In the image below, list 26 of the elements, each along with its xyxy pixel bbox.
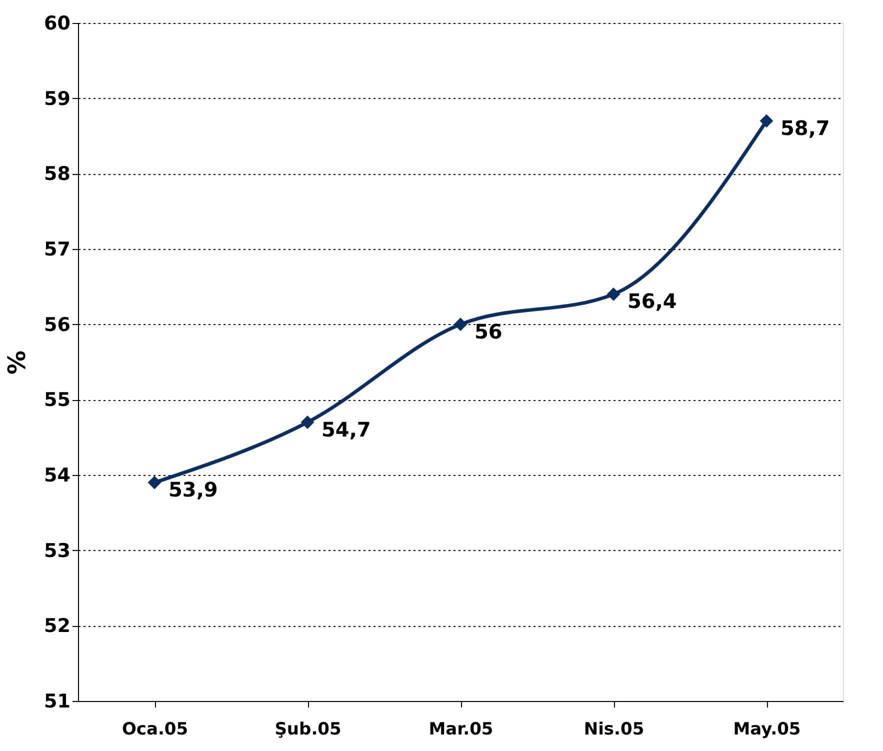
point: [760, 114, 774, 128]
x-tick-label: May.05: [733, 720, 801, 740]
data-label: 56: [474, 319, 502, 344]
y-tick-label: 56: [44, 314, 70, 336]
y-tick-label: 57: [44, 238, 70, 260]
x-tick-label: Mar.05: [428, 720, 494, 740]
y-tick-label: 60: [44, 12, 70, 34]
data-label: 56,4: [628, 289, 677, 314]
point: [454, 318, 468, 332]
point: [606, 287, 620, 301]
y-tick-label: 51: [44, 690, 70, 712]
y-tick-label: 55: [44, 389, 70, 412]
point: [148, 476, 162, 490]
data-label: 58,7: [780, 116, 830, 140]
data-label: 54,7: [322, 417, 371, 442]
data-label: 53,9: [168, 478, 218, 502]
y-tick-label: 52: [44, 615, 70, 638]
x-tick-label: Şub.05: [274, 720, 342, 740]
y-tick-label: 58: [44, 163, 70, 186]
y-tick-label: 59: [44, 88, 70, 110]
point: [300, 416, 314, 429]
y-tick-label: 53: [44, 540, 70, 562]
x-tick-label: Nis.05: [584, 720, 644, 740]
x-tick-label: Oca.05: [122, 720, 188, 740]
y-tick-label: 54: [44, 464, 70, 486]
y-axis-title: %: [3, 350, 32, 375]
